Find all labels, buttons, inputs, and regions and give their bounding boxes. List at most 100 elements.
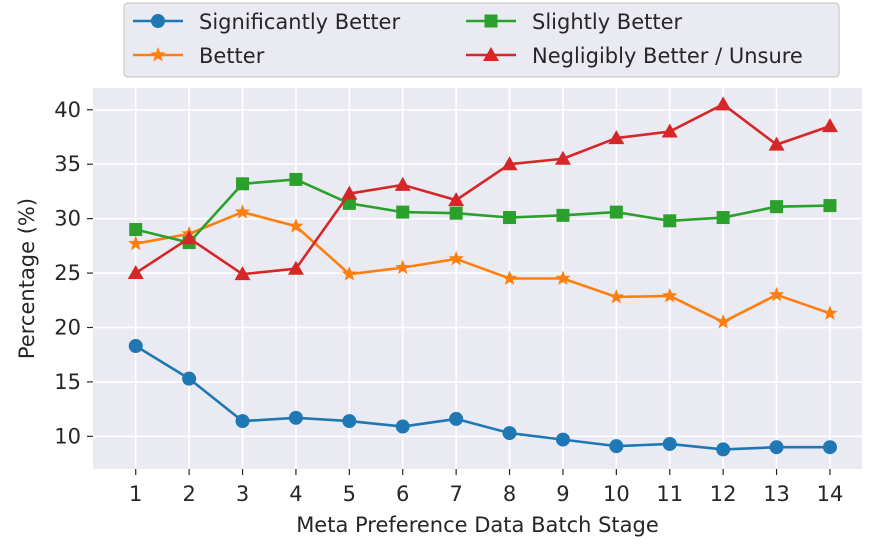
legend-label: Significantly Better <box>199 10 400 34</box>
data-point-negligibly-better-unsure <box>768 136 785 151</box>
series-slightly-better <box>129 172 837 250</box>
series-line-negligibly-better-unsure <box>135 103 831 276</box>
data-point-significantly-better <box>235 414 250 429</box>
data-point-negligibly-better-unsure <box>127 265 144 280</box>
data-point-significantly-better <box>769 440 784 455</box>
grid <box>93 88 862 469</box>
x-tick-label: 7 <box>449 482 462 506</box>
data-point-better <box>822 305 838 320</box>
x-axis-label: Meta Preference Data Batch Stage <box>296 513 659 537</box>
y-tick-label: 25 <box>54 261 81 285</box>
legend-label: Slightly Better <box>532 10 683 34</box>
y-tick-label: 35 <box>54 152 81 176</box>
data-point-slightly-better <box>396 205 410 219</box>
data-point-slightly-better <box>770 200 784 214</box>
data-point-negligibly-better-unsure <box>448 192 465 207</box>
data-point-slightly-better <box>716 211 730 225</box>
data-point-negligibly-better-unsure <box>608 130 625 145</box>
y-axis-label: Percentage (%) <box>15 198 39 359</box>
x-tick-label: 14 <box>817 482 844 506</box>
data-point-significantly-better <box>449 411 464 426</box>
y-tick-label: 15 <box>54 370 81 394</box>
legend-marker <box>483 47 499 61</box>
legend-item-slightly-better: Slightly Better <box>466 10 683 34</box>
legend-marker <box>151 14 165 28</box>
series-significantly-better <box>128 338 837 457</box>
series-line-better <box>135 210 831 324</box>
data-point-significantly-better <box>555 432 570 447</box>
data-point-better <box>234 204 251 219</box>
data-point-negligibly-better-unsure <box>234 266 251 281</box>
x-tick-label: 12 <box>710 482 737 506</box>
y-tick-label: 10 <box>54 424 81 448</box>
data-point-better <box>448 250 464 266</box>
legend-item-significantly-better: Significantly Better <box>133 10 400 34</box>
y-tick-label: 30 <box>54 207 81 231</box>
data-point-better <box>128 235 144 251</box>
data-point-negligibly-better-unsure <box>394 176 411 191</box>
data-point-better <box>715 314 731 329</box>
data-point-slightly-better <box>823 199 837 213</box>
x-tick-label: 6 <box>396 482 409 506</box>
data-point-slightly-better <box>503 211 517 225</box>
legend-label: Negligibly Better / Unsure <box>532 44 803 68</box>
data-point-significantly-better <box>288 410 303 425</box>
series-line-significantly-better <box>135 344 830 451</box>
legend-marker <box>150 47 166 62</box>
x-axis: 1 2 3 4 5 6 7 8 9 10 11 12 13 14 <box>129 469 843 506</box>
data-point-significantly-better <box>395 419 410 434</box>
data-point-significantly-better <box>128 338 143 353</box>
x-tick-label: 8 <box>503 482 516 506</box>
series-layer <box>127 96 838 457</box>
data-point-better <box>768 286 785 302</box>
data-point-negligibly-better-unsure <box>661 123 678 138</box>
data-point-significantly-better <box>716 442 731 457</box>
data-point-significantly-better <box>502 426 517 441</box>
data-point-slightly-better <box>449 206 463 220</box>
data-point-slightly-better <box>663 214 677 228</box>
x-tick-label: 9 <box>556 482 569 506</box>
series-better <box>128 204 838 329</box>
legend-item-better: Better <box>133 44 265 68</box>
y-axis: 10 15 20 25 30 35 40 <box>54 98 93 448</box>
legend-box <box>123 2 840 78</box>
x-tick-label: 13 <box>763 482 790 506</box>
y-tick-label: 40 <box>54 98 81 122</box>
data-point-negligibly-better-unsure <box>341 185 358 200</box>
data-point-slightly-better <box>556 208 570 222</box>
legend-marker <box>484 14 498 28</box>
data-point-better <box>288 218 304 233</box>
legend: Significantly Better Better Slightly Bette… <box>123 2 840 78</box>
data-point-better <box>501 270 518 285</box>
data-point-significantly-better <box>662 436 677 451</box>
data-point-better <box>555 270 571 285</box>
data-point-slightly-better <box>609 205 623 219</box>
data-point-significantly-better <box>609 439 624 454</box>
data-point-slightly-better <box>289 172 303 186</box>
data-point-negligibly-better-unsure <box>715 96 732 111</box>
data-point-negligibly-better-unsure <box>501 156 518 171</box>
legend-label: Better <box>199 44 265 68</box>
data-point-significantly-better <box>822 440 837 455</box>
x-tick-label: 1 <box>129 482 142 506</box>
x-tick-label: 3 <box>236 482 249 506</box>
plot-area <box>93 88 862 469</box>
data-point-significantly-better <box>182 371 197 386</box>
series-line-slightly-better <box>135 178 830 244</box>
data-point-better <box>608 289 624 304</box>
data-point-negligibly-better-unsure <box>181 230 198 245</box>
x-tick-label: 11 <box>656 482 683 506</box>
data-point-better <box>341 266 357 281</box>
data-point-negligibly-better-unsure <box>287 260 304 275</box>
data-point-slightly-better <box>129 223 143 237</box>
legend-item-negligibly-better-unsure: Negligibly Better / Unsure <box>466 44 803 68</box>
data-point-negligibly-better-unsure <box>554 150 571 165</box>
x-tick-label: 5 <box>343 482 356 506</box>
x-tick-label: 10 <box>603 482 630 506</box>
x-tick-label: 4 <box>289 482 302 506</box>
data-point-better <box>662 287 678 303</box>
data-point-slightly-better <box>236 177 250 191</box>
x-tick-label: 2 <box>182 482 195 506</box>
data-point-better <box>395 259 411 275</box>
